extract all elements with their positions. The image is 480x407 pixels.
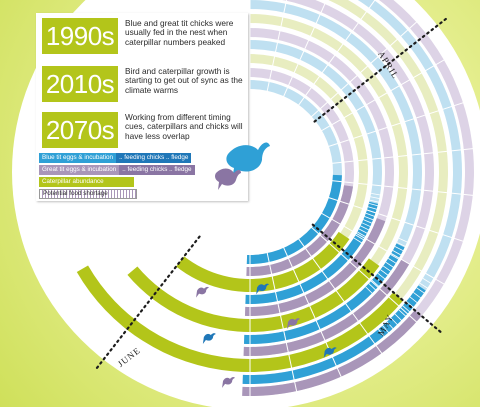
shortage-hatch-line	[406, 301, 415, 309]
shortage-hatch-line	[361, 222, 372, 228]
week-divider	[327, 196, 471, 245]
shortage-hatch-line	[355, 234, 365, 241]
shortage-hatch-line	[419, 282, 429, 289]
shortage-hatch-line	[380, 269, 389, 276]
shortage-hatch-line	[394, 313, 403, 322]
month-boundary-april	[296, 16, 449, 137]
shortage-hatch-line	[377, 272, 386, 280]
shortage-hatch-line	[385, 261, 395, 269]
legend-caterpillar-label: Caterpillar abundance	[39, 177, 134, 187]
week-divider	[297, 238, 387, 360]
era-year-label: 2010s	[42, 66, 118, 102]
shortage-hatch-line	[413, 292, 422, 299]
month-boundary-june	[94, 218, 215, 371]
ring-segment-7	[245, 201, 379, 304]
ring-segment-4	[243, 243, 405, 345]
great-tit-bird-icon	[215, 168, 241, 190]
era-2070s: 2070s Working from different timing cues…	[42, 112, 243, 148]
era-year-label: 2070s	[42, 112, 118, 148]
shortage-hatch-line	[368, 203, 379, 207]
era-description: Blue and great tit chicks were usually f…	[125, 18, 234, 47]
week-divider	[310, 16, 423, 118]
bird-marker-icon	[286, 318, 300, 329]
week-divider	[282, 246, 345, 385]
legend-shortage-label: Potential food shortage	[39, 189, 137, 199]
shortage-hatch-line	[390, 317, 399, 326]
bird-marker-icon	[196, 286, 210, 298]
era-2010s: 2010s Bird and caterpillar growth is sta…	[42, 66, 243, 102]
legend-blue-tit-feeding: .. feeding chicks .. fledge	[116, 153, 192, 163]
shortage-hatch-line	[368, 283, 377, 291]
week-divider	[266, 0, 288, 92]
shortage-hatch-line	[364, 216, 375, 221]
week-divider	[297, 0, 376, 106]
era-year-label: 1990s	[42, 18, 118, 54]
caterpillar-crescent-0	[76, 265, 404, 373]
shortage-hatch-line	[371, 279, 380, 288]
week-divider	[266, 252, 299, 400]
shortage-hatch-0	[377, 273, 435, 338]
bird-marker-icon	[202, 333, 216, 344]
week-divider	[282, 0, 328, 98]
shortage-hatch-line	[388, 258, 397, 265]
week-divider	[331, 147, 480, 164]
legend-panel: 1990s Blue and great tit chicks were usu…	[36, 13, 248, 201]
shortage-hatch-line	[377, 329, 385, 338]
shortage-hatch-line	[386, 321, 394, 330]
shortage-hatch-line	[398, 237, 409, 243]
shortage-hatch-line	[402, 305, 411, 313]
shortage-hatch-line	[367, 206, 378, 210]
shortage-hatch-line	[365, 212, 376, 217]
legend-great-tit-label: Great tit eggs & incubation	[39, 165, 120, 175]
shortage-hatch-line	[365, 286, 374, 295]
caterpillar-crescent-2	[176, 231, 350, 292]
ring-segment-9	[246, 185, 353, 276]
era-description: Working from different timing cues, cate…	[125, 112, 243, 141]
shortage-hatch-line	[382, 265, 392, 273]
bird-marker-icon	[323, 347, 337, 359]
legend-caterpillar: Caterpillar abundance	[39, 177, 134, 187]
shortage-hatch-line	[353, 237, 363, 244]
shortage-hatch-line	[398, 309, 407, 318]
shortage-hatch-line	[396, 242, 407, 248]
shortage-hatch-line	[358, 228, 369, 234]
shortage-hatch-line	[363, 219, 373, 224]
week-divider	[327, 99, 471, 148]
legend-blue-tit-label: Blue tit eggs & incubation	[39, 153, 117, 163]
legend-blue-tit: Blue tit eggs & incubation.. feeding chi…	[39, 153, 192, 163]
month-boundary-may	[294, 209, 443, 334]
week-divider	[320, 212, 452, 289]
ring-segment-1	[242, 285, 426, 384]
week-divider	[331, 180, 480, 197]
ring-segment-10	[246, 174, 342, 264]
shortage-hatch-line	[394, 246, 405, 252]
shortage-hatch-line	[416, 287, 426, 294]
caterpillar-crescent-1	[127, 258, 380, 332]
shortage-hatch-line	[369, 199, 380, 203]
legend-great-tit: Great tit eggs & incubation.. feeding ch…	[39, 165, 195, 175]
week-divider	[320, 55, 452, 132]
ring-segment-0	[242, 310, 422, 396]
shortage-hatch-line	[390, 254, 400, 260]
legend-great-tit-feeding: .. feeding chicks .. fledge	[119, 165, 195, 175]
ring-segment-6	[244, 218, 386, 317]
shortage-hatch-line	[371, 192, 382, 196]
shortage-hatch-line	[360, 225, 370, 231]
shortage-hatch-line	[392, 250, 402, 256]
shortage-hatch-line	[382, 325, 390, 334]
shortage-hatch-line	[357, 231, 367, 238]
shortage-hatch-line	[409, 296, 419, 304]
shortage-hatch-line	[422, 278, 432, 284]
bird-marker-icon	[222, 377, 236, 388]
shortage-hatch-line	[370, 196, 381, 200]
ring-segment-3	[243, 259, 410, 356]
week-divider	[310, 226, 423, 328]
legend-shortage: Potential food shortage	[39, 189, 137, 199]
era-description: Bird and caterpillar growth is starting …	[125, 66, 243, 95]
era-1990s: 1990s Blue and great tit chicks were usu…	[42, 18, 242, 54]
bird-marker-icon	[256, 283, 270, 295]
